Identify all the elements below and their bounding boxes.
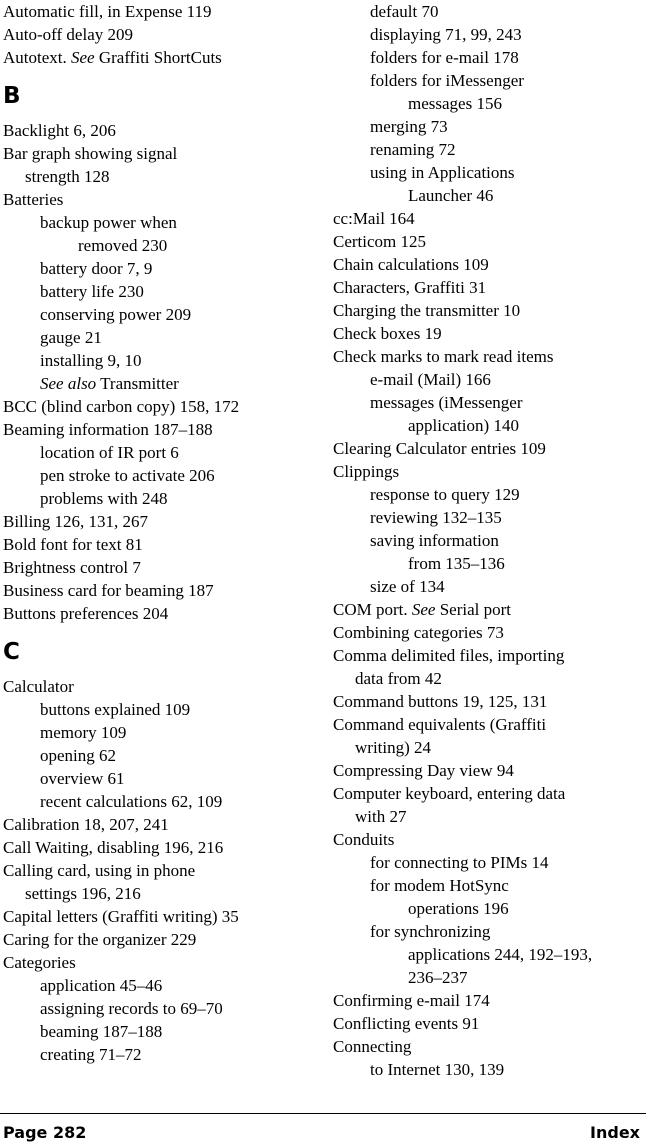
index-column-left: Automatic fill, in Expense 119 Auto-off d…	[3, 0, 313, 1066]
index-entry: Buttons preferences 204	[3, 604, 169, 623]
index-entry: Automatic fill, in Expense 119	[3, 2, 212, 21]
index-entry: Caring for the organizer 229	[3, 930, 197, 949]
index-entry: Billing 126, 131, 267	[3, 512, 148, 531]
index-entry: operations 196	[408, 899, 509, 918]
index-entry: for modem HotSync	[370, 876, 509, 895]
index-entry: BCC (blind carbon copy) 158, 172	[3, 397, 240, 416]
index-entry: buttons explained 109	[40, 700, 191, 719]
index-entry: Bold font for text 81	[3, 535, 143, 554]
index-entry: opening 62	[40, 746, 117, 765]
index-entry: using in Applications	[370, 163, 515, 182]
index-entry: Combining categories 73	[333, 623, 504, 642]
index-entry: Computer keyboard, entering data	[333, 784, 566, 803]
index-entry: problems with 248	[40, 489, 168, 508]
index-entry: cc:Mail 164	[333, 209, 415, 228]
index-entry: displaying 71, 99, 243	[370, 25, 522, 44]
index-entry: strength 128	[25, 167, 110, 186]
index-entry: Comma delimited files, importing	[333, 646, 565, 665]
index-entry: folders for iMessenger	[370, 71, 524, 90]
index-entry: backup power when	[40, 213, 177, 232]
index-entry: for connecting to PIMs 14	[370, 853, 549, 872]
index-entry: Check boxes 19	[333, 324, 442, 343]
index-entry: Calling card, using in phone	[3, 861, 196, 880]
index-entry: Batteries	[3, 190, 64, 209]
index-entry: Confirming e-mail 174	[333, 991, 490, 1010]
index-entry: Compressing Day view 94	[333, 761, 514, 780]
index-entry: Bar graph showing signal	[3, 144, 178, 163]
index-entry: data from 42	[355, 669, 442, 688]
index-entry: messages 156	[408, 94, 502, 113]
index-entry: Characters, Graffiti 31	[333, 278, 487, 297]
index-entry: merging 73	[370, 117, 448, 136]
index-letter-heading: C	[3, 639, 20, 665]
index-entry: Capital letters (Graffiti writing) 35	[3, 907, 239, 926]
index-column-right: default 70 displaying 71, 99, 243 folders …	[333, 0, 638, 1081]
index-entry: COM port. See Serial port	[333, 600, 512, 619]
index-entry: to Internet 130, 139	[370, 1060, 505, 1079]
index-entry: Certicom 125	[333, 232, 427, 251]
index-entry: application 45–46	[40, 976, 163, 995]
index-entry: Conduits	[333, 830, 395, 849]
index-entry: 236–237	[408, 968, 468, 987]
index-entry: from 135–136	[408, 554, 505, 573]
index-entry: Check marks to mark read items	[333, 347, 554, 366]
index-entry: Business card for beaming 187	[3, 581, 214, 600]
index-letter-heading: B	[3, 83, 21, 109]
index-entry: Categories	[3, 953, 76, 972]
index-entry: messages (iMessenger	[370, 393, 523, 412]
page-number: Page 282	[3, 1123, 87, 1142]
index-entry: battery door 7, 9	[40, 259, 153, 278]
index-entry: with 27	[355, 807, 407, 826]
index-entry: removed 230	[78, 236, 168, 255]
index-entry: for synchronizing	[370, 922, 491, 941]
index-entry: assigning records to 69–70	[40, 999, 223, 1018]
index-entry: overview 61	[40, 769, 125, 788]
index-entry: pen stroke to activate 206	[40, 466, 215, 485]
index-entry: gauge 21	[40, 328, 102, 347]
index-entry: location of IR port 6	[40, 443, 179, 462]
index-entry: creating 71–72	[40, 1045, 142, 1064]
index-entry: writing) 24	[355, 738, 432, 757]
index-entry: battery life 230	[40, 282, 144, 301]
index-entry: e-mail (Mail) 166	[370, 370, 491, 389]
index-entry: Clearing Calculator entries 109	[333, 439, 546, 458]
index-entry: Command equivalents (Graffiti	[333, 715, 547, 734]
index-entry: default 70	[370, 2, 439, 21]
index-entry: recent calculations 62, 109	[40, 792, 223, 811]
index-entry: size of 134	[370, 577, 445, 596]
index-entry: Calculator	[3, 677, 74, 696]
index-entry: reviewing 132–135	[370, 508, 502, 527]
index-entry: folders for e-mail 178	[370, 48, 519, 67]
index-entry: Backlight 6, 206	[3, 121, 116, 140]
index-entry: Brightness control 7	[3, 558, 141, 577]
index-entry: See also Transmitter	[40, 374, 179, 393]
index-entry: Launcher 46	[408, 186, 494, 205]
index-entry: beaming 187–188	[40, 1022, 163, 1041]
index-entry: Chain calculations 109	[333, 255, 489, 274]
index-entry: saving information	[370, 531, 499, 550]
index-entry: memory 109	[40, 723, 127, 742]
page-footer: Page 282 Index	[3, 1123, 640, 1142]
section-title: Index	[590, 1123, 640, 1142]
index-entry: response to query 129	[370, 485, 520, 504]
index-entry: Connecting	[333, 1037, 412, 1056]
index-entry: Command buttons 19, 125, 131	[333, 692, 548, 711]
index-entry: installing 9, 10	[40, 351, 142, 370]
index-entry: Auto-off delay 209	[3, 25, 133, 44]
footer-divider	[0, 1113, 646, 1114]
index-entry: conserving power 209	[40, 305, 192, 324]
index-entry: Charging the transmitter 10	[333, 301, 521, 320]
index-entry: Beaming information 187–188	[3, 420, 213, 439]
index-entry: application) 140	[408, 416, 519, 435]
index-entry: Clippings	[333, 462, 400, 481]
index-entry: Autotext. See Graffiti ShortCuts	[3, 48, 222, 67]
index-entry: Call Waiting, disabling 196, 216	[3, 838, 224, 857]
index-entry: Calibration 18, 207, 241	[3, 815, 169, 834]
index-entry: settings 196, 216	[25, 884, 141, 903]
index-entry: applications 244, 192–193,	[408, 945, 593, 964]
index-entry: renaming 72	[370, 140, 456, 159]
index-entry: Conflicting events 91	[333, 1014, 480, 1033]
